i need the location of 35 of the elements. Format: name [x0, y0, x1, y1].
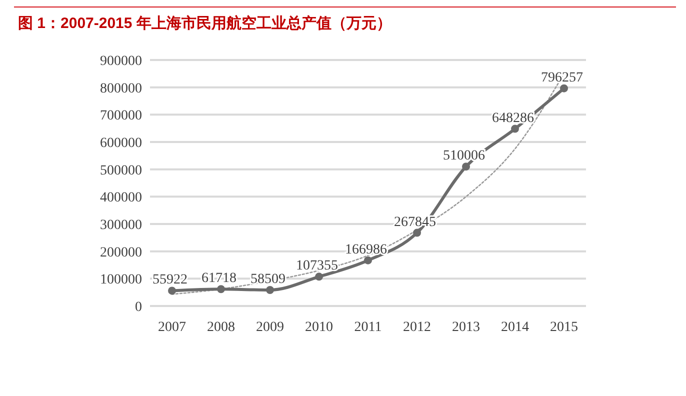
point — [315, 272, 323, 281]
y-tick-label: 300000 — [100, 218, 142, 233]
x-tick-label: 2014 — [501, 320, 529, 335]
y-tick-label: 800000 — [100, 81, 142, 96]
x-tick-label: 2007 — [158, 320, 186, 335]
y-tick-label: 400000 — [100, 190, 142, 206]
y-tick-label: 500000 — [100, 163, 142, 178]
x-tick-label: 2008 — [207, 320, 235, 335]
data-label: 107355 — [296, 258, 338, 274]
y-tick-label: 100000 — [100, 272, 142, 288]
point — [413, 228, 421, 237]
x-tick-label: 2012 — [403, 320, 431, 335]
point — [217, 285, 225, 294]
point — [560, 84, 568, 92]
data-label: 58509 — [250, 272, 286, 288]
chart-title: 图 1：2007-2015 年上海市民用航空工业总产值（万元） — [18, 14, 392, 32]
point — [266, 286, 274, 294]
y-tick-label: 0 — [135, 300, 142, 315]
point — [511, 124, 519, 133]
data-label: 796257 — [541, 70, 583, 86]
x-tick-label: 2011 — [354, 320, 382, 335]
x-tick-label: 2015 — [550, 320, 578, 335]
x-tick-label: 2013 — [452, 320, 480, 335]
point — [168, 286, 176, 295]
y-tick-label: 900000 — [100, 54, 142, 69]
point — [462, 162, 470, 171]
y-tick-label: 700000 — [100, 108, 142, 124]
data-label: 166986 — [345, 242, 387, 258]
point — [364, 256, 372, 264]
y-tick-label: 600000 — [100, 136, 142, 151]
x-tick-label: 2010 — [305, 320, 333, 335]
data-label: 55922 — [152, 272, 188, 288]
y-tick-label: 200000 — [100, 245, 142, 260]
data-label: 61718 — [202, 271, 236, 286]
x-tick-label: 2009 — [256, 320, 284, 335]
